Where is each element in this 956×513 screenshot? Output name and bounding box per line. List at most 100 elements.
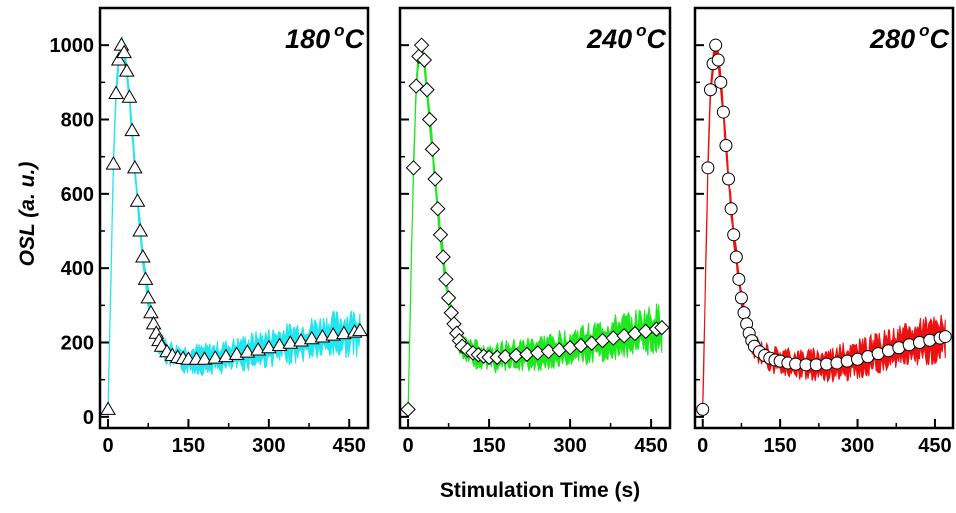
- x-tick-label: 450: [634, 435, 667, 457]
- data-point: [719, 139, 733, 153]
- data-point: [137, 271, 154, 285]
- signal-band: [702, 40, 946, 415]
- data-point: [196, 351, 213, 365]
- data-point: [432, 227, 449, 243]
- data-point: [218, 348, 234, 363]
- y-tick-label: 400: [61, 258, 94, 280]
- panel-title-value: 280: [869, 24, 915, 54]
- data-point: [732, 272, 746, 286]
- data-point: [424, 141, 441, 157]
- panel-title-degree: o: [919, 21, 929, 40]
- panel-title-value: 240: [586, 24, 632, 54]
- data-point: [727, 228, 741, 242]
- data-point: [400, 401, 416, 418]
- data-point: [711, 53, 725, 67]
- panel-2: 0 150 300 450 240 oC: [398, 6, 672, 457]
- data-point: [105, 156, 122, 170]
- data-point: [143, 304, 159, 319]
- data-point: [716, 105, 730, 119]
- data-point: [435, 249, 451, 265]
- data-point: [129, 193, 146, 207]
- data-point: [427, 171, 443, 187]
- data-point: [113, 37, 130, 51]
- data-point: [654, 319, 670, 336]
- panel-title-unit: C: [647, 24, 667, 54]
- data-point: [419, 82, 435, 98]
- data-point: [207, 350, 224, 364]
- data-point: [709, 38, 723, 52]
- data-point: [405, 160, 422, 176]
- data-point: [116, 44, 132, 59]
- data-point: [132, 223, 149, 237]
- panel-title: 180 oC: [285, 21, 364, 54]
- data-point: [293, 333, 309, 347]
- data-point: [303, 330, 320, 345]
- panel-title: 280 oC: [869, 21, 949, 54]
- data-point: [110, 52, 127, 66]
- panel-title-unit: C: [345, 24, 365, 54]
- y-tick-label: 1000: [50, 35, 95, 57]
- y-tick-label: 0: [83, 407, 94, 429]
- x-axis-label: Stimulation Time (s): [440, 479, 640, 502]
- plot-area: [100, 35, 368, 418]
- x-tick-label: 300: [553, 435, 586, 457]
- data-point: [140, 289, 157, 304]
- axes-frame: [98, 6, 370, 430]
- y-tick-label: 600: [61, 184, 94, 206]
- x-tick-label: 150: [763, 435, 796, 457]
- x-tick-label: 150: [472, 435, 505, 457]
- x-tick-label: 300: [841, 435, 874, 457]
- data-point: [737, 306, 751, 320]
- data-point: [228, 346, 245, 360]
- x-tick-label: 300: [252, 435, 285, 457]
- signal-band: [407, 39, 663, 416]
- data-point: [729, 250, 743, 264]
- data-point: [714, 75, 728, 89]
- x-tick-label: 150: [172, 435, 205, 457]
- panel-title-value: 180: [285, 24, 330, 54]
- data-point: [124, 122, 141, 137]
- data-point: [325, 327, 342, 341]
- data-point: [336, 325, 352, 340]
- data-point: [440, 290, 457, 306]
- y-tick-label: 800: [61, 110, 94, 132]
- x-tick-label: 0: [102, 435, 113, 457]
- data-point: [421, 111, 438, 128]
- x-tick-label: 450: [333, 435, 366, 457]
- axes-frame: [398, 6, 672, 430]
- data-point: [352, 322, 368, 337]
- data-point: [722, 172, 736, 186]
- plot-area: [696, 38, 952, 416]
- data-point: [282, 335, 299, 349]
- panel-title-degree: o: [636, 21, 646, 40]
- data-point: [250, 341, 266, 356]
- data-point: [121, 89, 138, 103]
- data-point: [430, 201, 446, 217]
- panel-3: 0 150 300 450 280 oC: [693, 6, 955, 457]
- data-point: [703, 83, 717, 97]
- panel-1: 0 150 300 450 0 200 400 600 800 1000 180 oC: [50, 6, 370, 457]
- data-point: [724, 202, 738, 216]
- plot-area: [400, 37, 670, 418]
- data-point: [135, 249, 151, 263]
- axes-frame: [693, 6, 955, 430]
- x-tick-label: 450: [918, 435, 951, 457]
- data-point: [413, 37, 430, 53]
- data-point: [260, 339, 277, 354]
- data-point: [938, 330, 952, 344]
- x-tick-label: 0: [697, 435, 708, 457]
- panel-title-unit: C: [930, 24, 950, 54]
- data-point: [271, 337, 288, 351]
- data-point: [438, 271, 454, 288]
- y-tick-label: 200: [61, 333, 94, 355]
- data-point: [701, 161, 715, 175]
- data-point: [118, 63, 135, 77]
- y-axis-label: OSL (a. u.): [16, 162, 39, 267]
- data-point: [126, 159, 143, 174]
- data-point: [416, 52, 433, 68]
- panel-title: 240 oC: [586, 21, 666, 54]
- data-point: [145, 315, 162, 330]
- data-point: [239, 344, 256, 358]
